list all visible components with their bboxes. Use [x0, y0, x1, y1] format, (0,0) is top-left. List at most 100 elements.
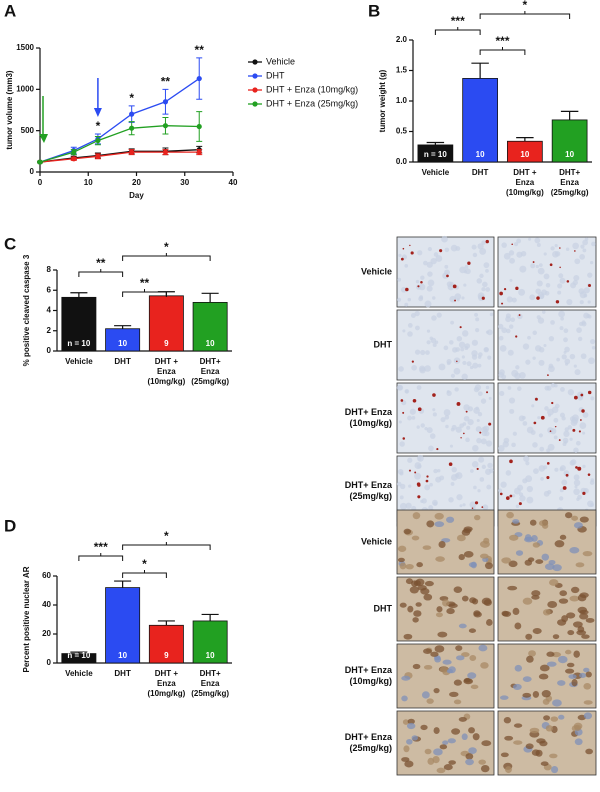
n-label: 9 — [164, 339, 169, 348]
texture — [591, 345, 596, 350]
nucleus — [535, 749, 543, 757]
texture — [576, 391, 584, 399]
nucleus — [585, 617, 595, 623]
texture — [486, 484, 492, 490]
texture — [470, 469, 474, 473]
y-tick-label: 1.5 — [396, 66, 408, 75]
nucleus — [571, 515, 579, 521]
nucleus — [435, 556, 445, 562]
nucleus — [458, 623, 467, 629]
stain-dot — [551, 401, 554, 405]
y-axis-label: % positive cleaved caspase 3 — [22, 254, 31, 366]
nucleus — [407, 605, 414, 613]
texture — [517, 386, 522, 391]
texture — [475, 317, 480, 322]
bar — [105, 587, 141, 664]
texture — [462, 422, 467, 426]
texture — [414, 462, 422, 470]
texture — [471, 505, 476, 511]
texture — [489, 312, 494, 317]
x-tick-label: 20 — [132, 178, 141, 187]
texture — [528, 237, 532, 241]
texture — [519, 372, 526, 379]
texture — [426, 427, 433, 434]
texture — [485, 287, 491, 292]
nucleus — [469, 654, 477, 661]
texture — [515, 504, 520, 509]
texture — [483, 262, 490, 269]
texture — [506, 296, 513, 303]
texture — [483, 346, 490, 353]
texture — [399, 483, 406, 490]
x-tick-label: DHT — [114, 357, 131, 366]
texture — [430, 337, 437, 344]
marker — [129, 125, 135, 131]
texture — [510, 317, 516, 323]
marker — [162, 99, 169, 105]
nucleus — [515, 550, 524, 556]
legend-marker — [252, 59, 258, 65]
texture — [544, 406, 549, 411]
stain-dot — [465, 410, 468, 413]
texture — [419, 295, 424, 300]
nucleus — [565, 649, 572, 655]
texture — [554, 383, 558, 388]
x-tick-label: DHT+ — [200, 357, 221, 366]
texture — [569, 437, 573, 441]
stain-dot — [479, 431, 482, 434]
micrograph-label: (10mg/kg) — [349, 418, 392, 428]
nucleus — [481, 740, 492, 747]
texture — [539, 293, 545, 300]
series-line — [39, 78, 200, 163]
texture — [461, 373, 468, 380]
stain-dot — [554, 425, 557, 428]
nucleus — [435, 612, 443, 618]
x-tick-label: Enza — [201, 679, 220, 688]
texture — [570, 282, 577, 289]
texture — [441, 235, 448, 243]
texture — [463, 415, 470, 422]
texture — [417, 250, 423, 256]
nucleus — [529, 727, 540, 734]
y-tick-label: 20 — [42, 629, 51, 638]
nucleus — [512, 607, 520, 616]
nucleus — [558, 714, 565, 720]
nucleus — [532, 542, 541, 548]
marker — [196, 123, 202, 130]
texture — [407, 323, 413, 328]
micrograph — [396, 309, 495, 381]
texture — [427, 279, 435, 287]
nucleus — [439, 744, 448, 750]
marker — [129, 111, 135, 117]
texture — [517, 484, 524, 491]
texture — [399, 502, 407, 510]
nucleus — [526, 655, 534, 663]
nucleus — [531, 595, 540, 600]
legend-marker — [252, 73, 258, 79]
significance: ** — [161, 75, 171, 89]
nucleus — [426, 698, 434, 704]
legend-marker — [252, 101, 258, 107]
stain-dot — [485, 239, 489, 244]
nucleus — [447, 738, 456, 744]
texture — [562, 437, 569, 444]
texture — [475, 406, 479, 411]
n-label: 10 — [206, 339, 215, 348]
marker — [162, 123, 169, 129]
micrograph — [396, 509, 495, 575]
texture — [407, 415, 412, 421]
texture — [426, 261, 433, 268]
texture — [449, 340, 454, 345]
nucleus — [442, 740, 449, 745]
texture — [515, 365, 520, 370]
nucleus — [420, 588, 430, 595]
x-tick-label: Enza — [201, 367, 220, 376]
stain-dot — [573, 395, 578, 400]
nucleus — [468, 628, 477, 633]
nucleus — [478, 644, 488, 652]
texture — [473, 485, 477, 490]
texture — [443, 409, 451, 416]
nucleus — [407, 718, 415, 725]
nucleus — [535, 559, 544, 564]
micrograph-label: DHT+ Enza — [345, 407, 393, 417]
